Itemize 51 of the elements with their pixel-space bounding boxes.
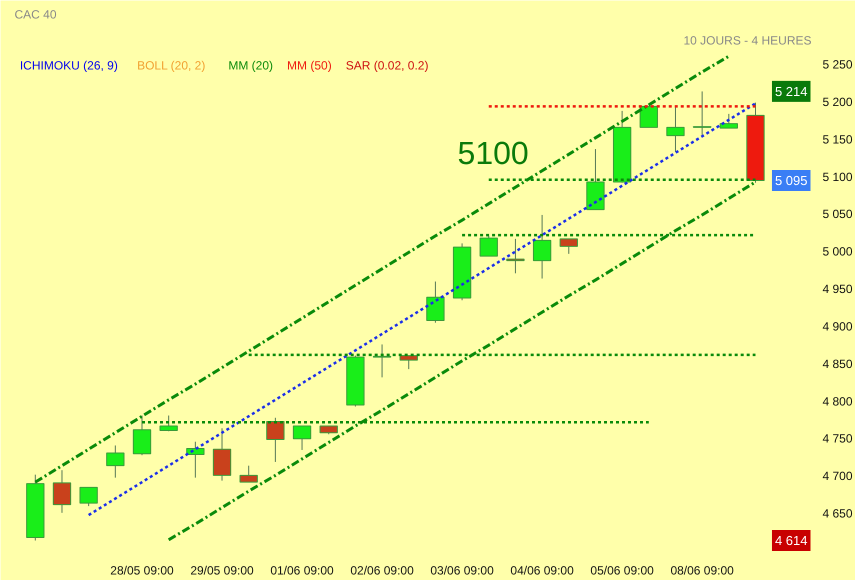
candlestick <box>400 355 418 370</box>
candlestick <box>506 238 525 274</box>
candlestick <box>240 465 258 483</box>
candlestick <box>160 415 178 432</box>
annotation: BOLL (20, 2) <box>137 58 206 72</box>
chart-title: CAC 40 <box>14 8 57 22</box>
y-tick-label: 5 250 <box>822 57 853 72</box>
y-tick-label: 4 750 <box>822 432 853 446</box>
text: 5 095 <box>774 172 808 188</box>
annotation: 5100 <box>458 135 529 171</box>
candlestick <box>79 486 98 507</box>
chart-subtitle: 10 JOURS - 4 HEURES <box>683 34 812 48</box>
y-tick-label: 5 050 <box>822 207 853 222</box>
candlestick <box>132 415 152 456</box>
candlestick <box>52 470 72 514</box>
candlestick <box>426 281 445 324</box>
candlestick <box>640 106 658 128</box>
candlestick <box>480 235 498 257</box>
text: 5 214 <box>774 84 808 99</box>
y-tick-label: 4 650 <box>822 506 853 521</box>
annotation: MM (20) <box>228 58 273 72</box>
x-tick-label: 08/06 09:00 <box>670 564 734 578</box>
x-tick-label: 04/06 09:00 <box>510 564 574 578</box>
y-tick-label: 4 850 <box>822 356 853 371</box>
candlestick <box>266 417 285 462</box>
candlestick <box>106 444 124 478</box>
x-tick-label: 01/06 09:00 <box>270 564 334 578</box>
x-tick-label: 29/05 09:00 <box>190 564 254 578</box>
y-tick-label: 4 950 <box>822 282 853 296</box>
candlestick <box>560 238 578 254</box>
x-tick-label: 02/06 09:00 <box>350 564 414 578</box>
candlestick <box>532 214 552 280</box>
y-tick-label: 5 000 <box>822 244 853 259</box>
annotation: SAR (0.02, 0.2) <box>346 58 428 72</box>
annotation: ICHIMOKU (26, 9) <box>20 58 118 72</box>
y-tick-label: 4 800 <box>822 394 853 408</box>
text: 4 614 <box>774 533 808 548</box>
candlestick <box>292 426 312 450</box>
y-tick-label: 5 200 <box>822 94 853 109</box>
y-tick-label: 5 100 <box>822 170 853 184</box>
x-tick-label: 03/06 09:00 <box>430 564 494 578</box>
y-tick-label: 4 700 <box>822 469 853 484</box>
x-tick-label: 28/05 09:00 <box>110 564 174 578</box>
x-tick-label: 05/06 09:00 <box>590 564 654 578</box>
line-series <box>87 102 757 516</box>
candlestick <box>666 106 685 153</box>
y-tick-label: 5 150 <box>822 132 853 146</box>
y-tick-label: 4 900 <box>822 319 853 334</box>
candlestick <box>720 113 738 129</box>
candlestick <box>692 90 712 136</box>
annotation: MM (50) <box>287 58 332 72</box>
